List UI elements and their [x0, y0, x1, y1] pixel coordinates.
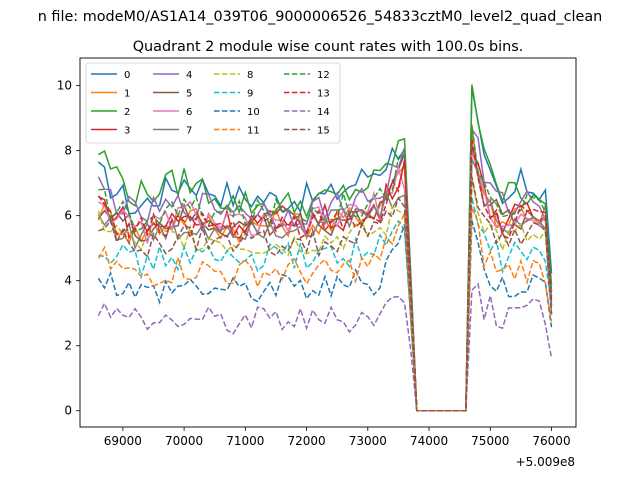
legend-label-10: 10 [247, 107, 260, 118]
series-line-11 [97, 206, 553, 412]
series-line-8 [97, 177, 553, 412]
series-line-14 [97, 282, 553, 412]
x-tick-label: 70000 [165, 434, 203, 448]
x-tick-label: 69000 [104, 434, 142, 448]
series-line-15 [98, 176, 553, 412]
series-line-3 [98, 150, 553, 412]
legend-label-3: 3 [124, 126, 130, 137]
y-tick-label: 2 [64, 339, 72, 353]
x-tick-label: 71000 [226, 434, 264, 448]
plot-frame [79, 57, 577, 428]
legend-label-15: 15 [317, 126, 330, 137]
legend-label-9: 9 [247, 89, 253, 100]
figure-suptitle: n file: modeM0/AS1A14_039T06_9000006526_… [38, 9, 603, 25]
x-tick-label: 74000 [410, 434, 448, 448]
series-line-7 [97, 159, 553, 412]
y-tick-label: 6 [64, 209, 72, 223]
legend-box [85, 62, 341, 144]
series-lines [97, 84, 553, 412]
y-tick-label: 0 [64, 404, 72, 418]
chart-title: Quadrant 2 module wise count rates with … [133, 39, 524, 55]
legend-label-1: 1 [124, 89, 130, 100]
legend-label-7: 7 [186, 126, 192, 137]
legend-label-4: 4 [186, 70, 192, 81]
series-line-10 [97, 220, 553, 412]
y-tick-label: 4 [64, 274, 72, 288]
legend-label-6: 6 [186, 107, 192, 118]
x-tick-label: 72000 [287, 434, 325, 448]
legend-label-5: 5 [186, 89, 192, 100]
legend-label-8: 8 [247, 70, 253, 81]
legend-label-13: 13 [317, 89, 330, 100]
x-tick-label: 75000 [471, 434, 509, 448]
series-line-13 [97, 138, 553, 412]
x-axis: 69000 70000 71000 72000 73000 74000 75000 76000 [104, 427, 571, 448]
series-line-12 [98, 126, 553, 412]
series-line-4 [97, 127, 553, 412]
y-tick-label: 10 [57, 79, 72, 93]
legend-label-2: 2 [124, 107, 130, 118]
legend-label-12: 12 [317, 70, 330, 81]
legend-label-0: 0 [124, 70, 130, 81]
x-tick-label: 76000 [532, 434, 570, 448]
x-tick-label: 73000 [349, 434, 387, 448]
y-tick-label: 8 [64, 144, 72, 158]
series-line-9 [98, 197, 553, 412]
x-offset-text: +5.009e8 [516, 455, 575, 469]
legend-label-11: 11 [247, 126, 260, 137]
legend-label-14: 14 [317, 107, 330, 118]
series-line-2 [98, 84, 553, 412]
y-axis: 0 2 4 6 8 10 [57, 79, 80, 418]
